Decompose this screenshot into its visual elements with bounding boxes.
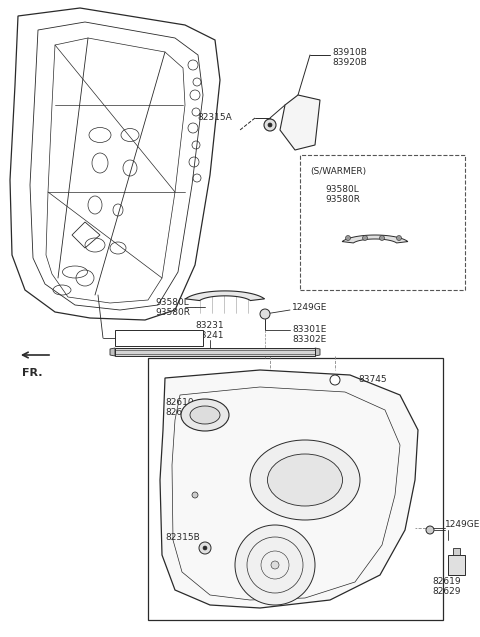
- Text: 82619
82629: 82619 82629: [432, 577, 461, 596]
- Bar: [115, 330, 203, 346]
- Circle shape: [268, 123, 272, 127]
- Circle shape: [271, 561, 279, 569]
- Circle shape: [346, 236, 350, 241]
- Circle shape: [426, 526, 434, 534]
- Bar: [148, 358, 443, 620]
- Polygon shape: [110, 348, 115, 356]
- Polygon shape: [280, 95, 320, 150]
- Ellipse shape: [190, 406, 220, 424]
- Circle shape: [396, 236, 401, 241]
- Text: 83910B
83920B: 83910B 83920B: [332, 48, 367, 68]
- Bar: [115, 348, 315, 356]
- Text: 83301E
83302E: 83301E 83302E: [292, 325, 326, 345]
- Polygon shape: [186, 291, 264, 301]
- Text: FR.: FR.: [22, 368, 43, 378]
- Text: 82610
82620: 82610 82620: [165, 398, 193, 417]
- Polygon shape: [342, 235, 408, 243]
- Text: 1249GE: 1249GE: [292, 303, 327, 313]
- Text: (S/WARMER): (S/WARMER): [310, 167, 366, 176]
- Circle shape: [192, 492, 198, 498]
- Circle shape: [235, 525, 315, 605]
- Circle shape: [260, 309, 270, 319]
- Circle shape: [380, 236, 384, 241]
- Ellipse shape: [250, 440, 360, 520]
- Bar: [115, 350, 315, 354]
- Bar: [300, 155, 465, 290]
- Text: 82315B: 82315B: [165, 533, 200, 542]
- Circle shape: [203, 546, 207, 550]
- Circle shape: [264, 119, 276, 131]
- Circle shape: [362, 236, 368, 241]
- Text: 93580L
93580R: 93580L 93580R: [155, 298, 190, 317]
- Text: 82315A: 82315A: [197, 113, 232, 122]
- Text: 83745: 83745: [358, 375, 386, 385]
- Circle shape: [330, 375, 340, 385]
- Text: 93580L
93580R: 93580L 93580R: [325, 185, 360, 204]
- Text: REF.60-770: REF.60-770: [118, 333, 167, 342]
- Text: 83231
83241: 83231 83241: [196, 320, 224, 340]
- Ellipse shape: [267, 454, 343, 506]
- Polygon shape: [160, 370, 418, 608]
- Ellipse shape: [181, 399, 229, 431]
- Text: 1249GE: 1249GE: [445, 520, 480, 529]
- Polygon shape: [315, 348, 320, 356]
- Circle shape: [199, 542, 211, 554]
- Polygon shape: [448, 555, 465, 575]
- Polygon shape: [453, 548, 460, 555]
- Polygon shape: [10, 8, 220, 320]
